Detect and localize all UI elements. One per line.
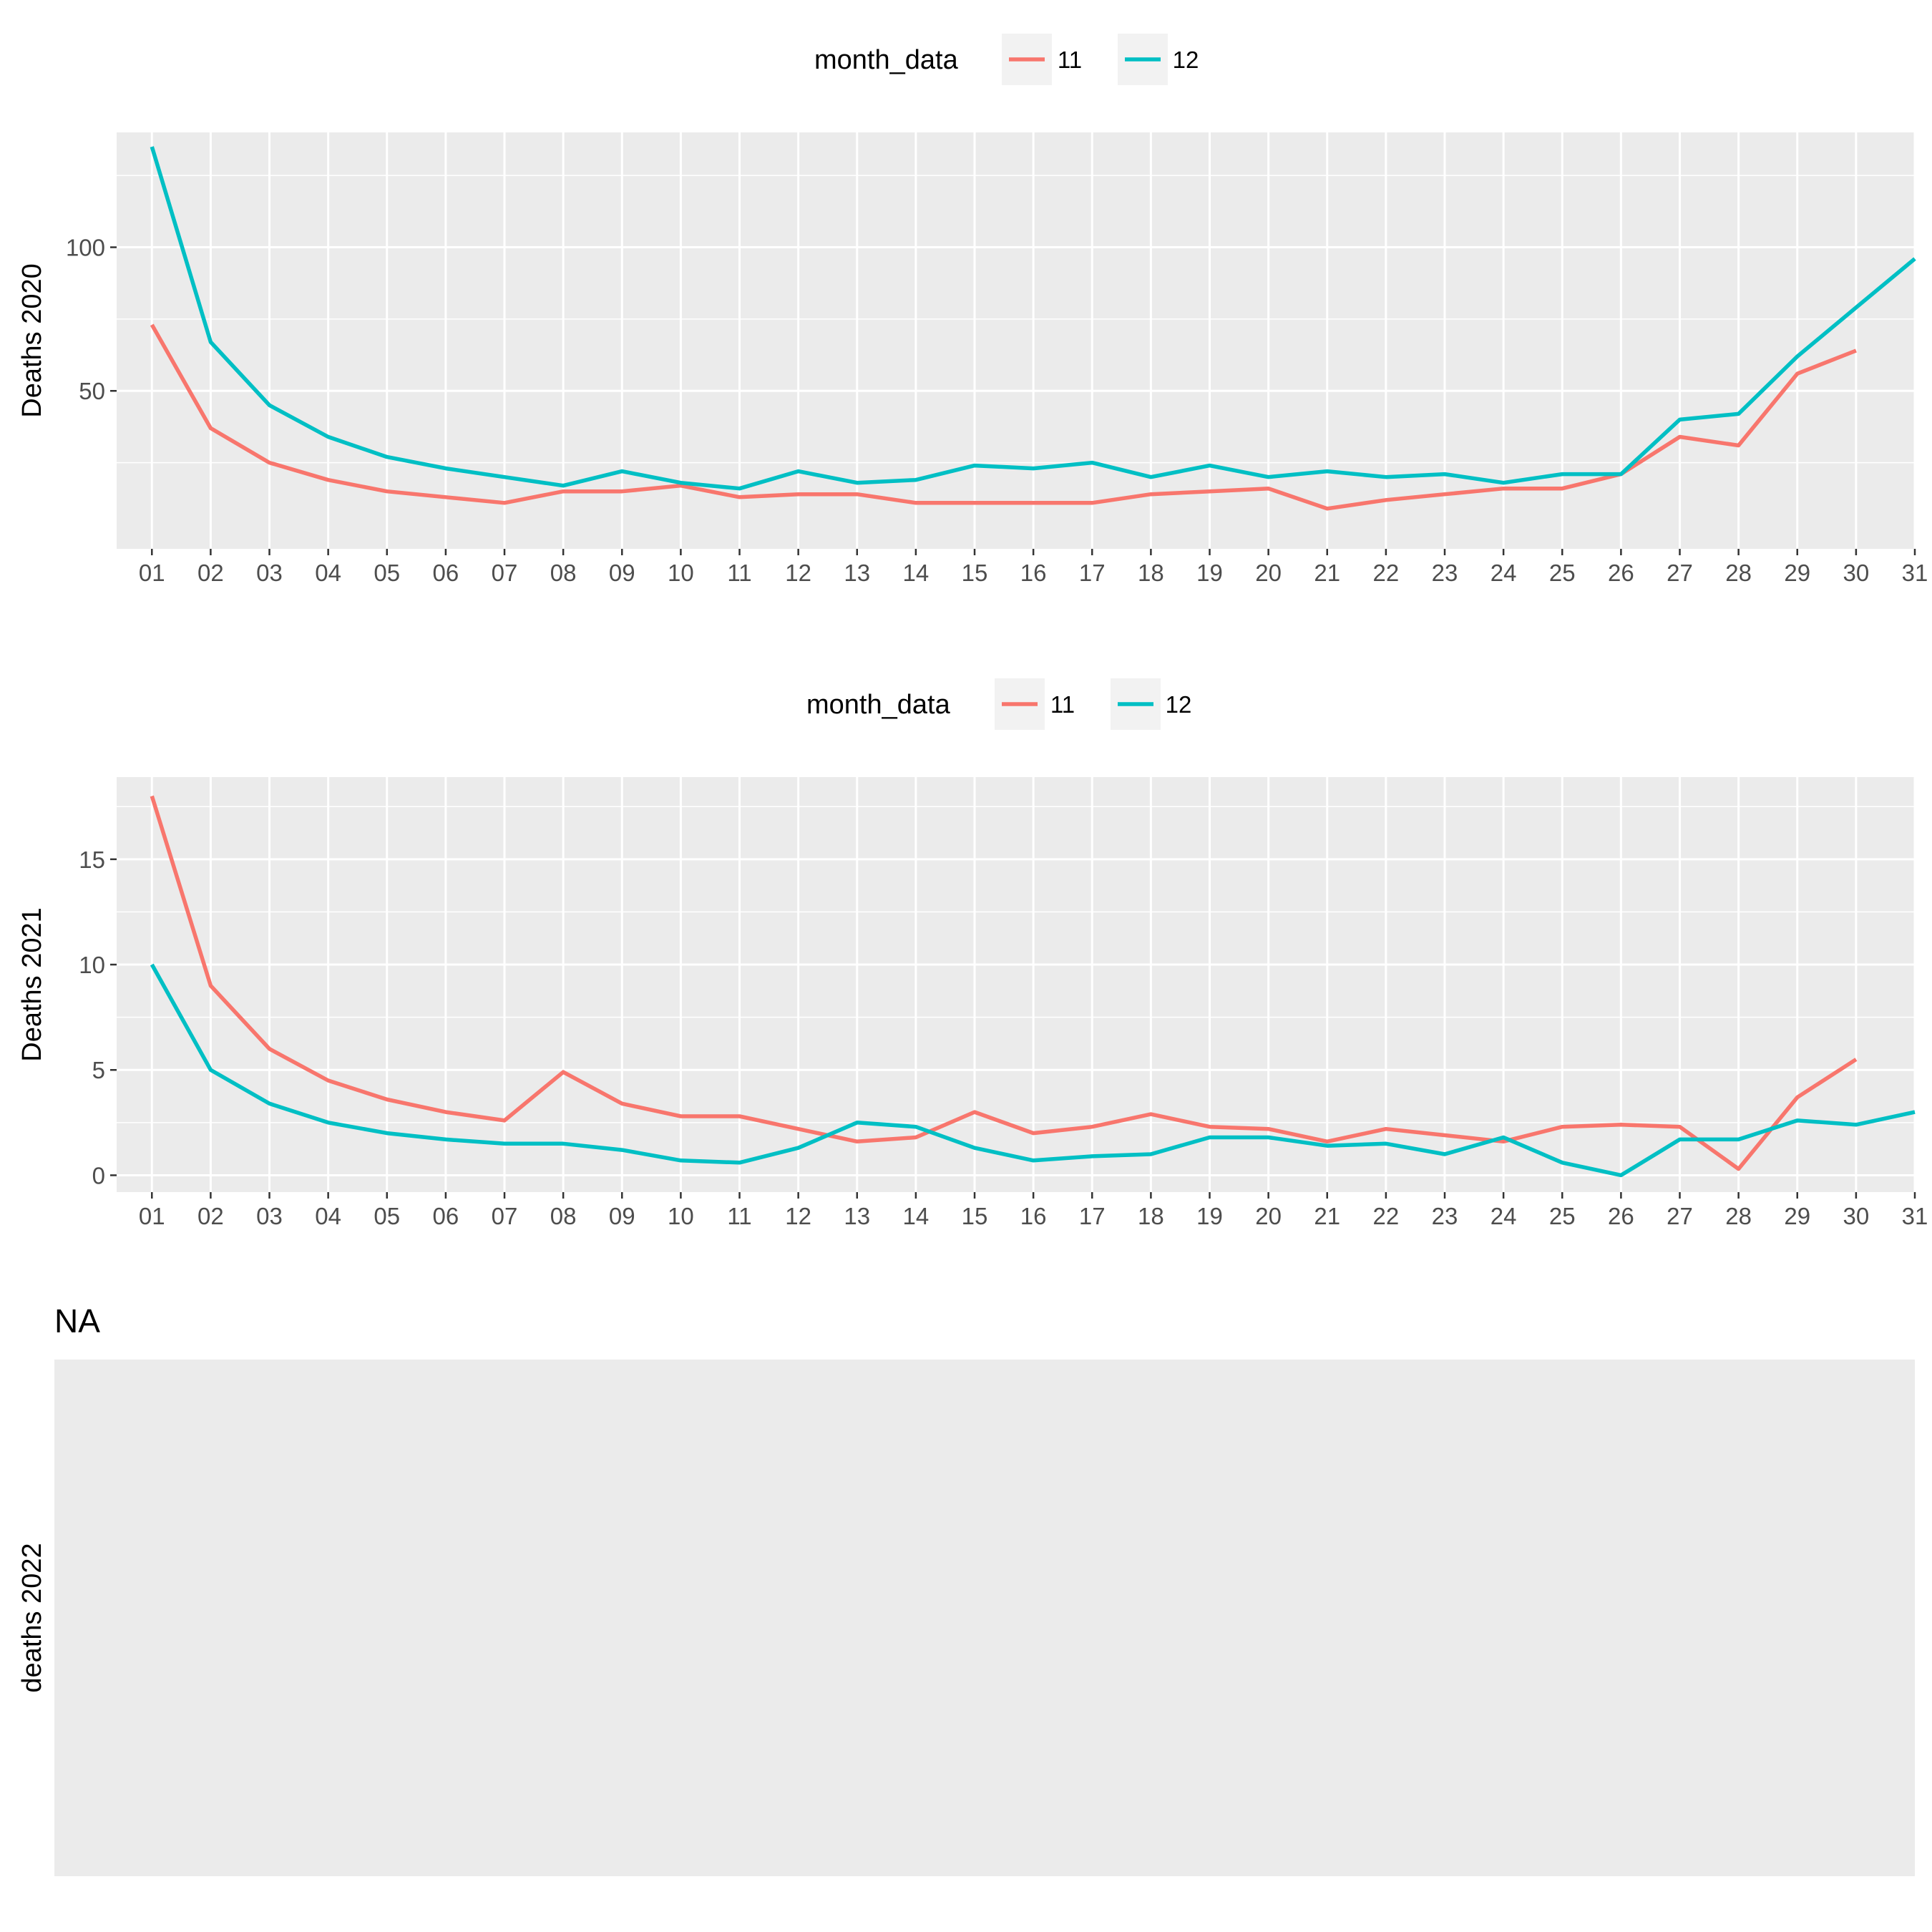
x-tick-label: 24 xyxy=(1491,560,1517,586)
y-axis-ticks-2020: 50 100 xyxy=(66,235,117,404)
y-tick-label: 5 xyxy=(92,1057,105,1083)
x-tick-label: 10 xyxy=(668,560,694,586)
x-tick-label: 08 xyxy=(550,560,577,586)
x-tick-label: 15 xyxy=(962,1203,988,1229)
legend-label-11: 11 xyxy=(1050,691,1075,718)
x-tick-label: 10 xyxy=(668,1203,694,1229)
series-line-12 xyxy=(150,146,1916,491)
x-tick-label: 11 xyxy=(727,1203,751,1229)
x-tick-label: 28 xyxy=(1725,1203,1752,1229)
x-tick-label: 31 xyxy=(1902,1203,1928,1229)
series-line-12 xyxy=(150,963,1916,1178)
x-tick-label: 22 xyxy=(1373,1203,1400,1229)
x-tick-label: 04 xyxy=(315,560,341,586)
x-tick-label: 29 xyxy=(1784,1203,1810,1229)
x-tick-label: 03 xyxy=(256,560,283,586)
x-tick-label: 25 xyxy=(1549,1203,1576,1229)
x-tick-label: 08 xyxy=(550,1203,577,1229)
x-tick-label: 07 xyxy=(492,1203,518,1229)
x-tick-label: 09 xyxy=(609,1203,635,1229)
x-tick-label: 03 xyxy=(256,1203,283,1229)
x-tick-label: 23 xyxy=(1432,560,1458,586)
x-tick-label: 11 xyxy=(727,560,751,586)
plot-background-2020 xyxy=(117,132,1915,549)
x-tick-label: 26 xyxy=(1608,560,1634,586)
x-tick-label: 14 xyxy=(903,1203,930,1229)
x-tick-label: 22 xyxy=(1373,560,1400,586)
x-tick-label: 18 xyxy=(1138,1203,1164,1229)
chart-panel-2021: month_data 11 12 01 02 03 04 05 06 07 08 09 10 11 12 1… xyxy=(17,678,1928,1229)
x-tick-label: 27 xyxy=(1667,560,1693,586)
x-tick-label: 12 xyxy=(785,1203,811,1229)
x-tick-label: 19 xyxy=(1196,1203,1223,1229)
x-tick-label: 17 xyxy=(1079,1203,1106,1229)
x-tick-label: 20 xyxy=(1255,560,1282,586)
legend-label-11: 11 xyxy=(1058,47,1082,73)
x-tick-label: 13 xyxy=(844,1203,870,1229)
x-tick-label: 27 xyxy=(1667,1203,1693,1229)
x-tick-label: 14 xyxy=(903,560,930,586)
x-tick-label: 17 xyxy=(1079,560,1106,586)
y-tick-label: 10 xyxy=(79,952,105,978)
x-tick-label: 16 xyxy=(1020,1203,1047,1229)
x-tick-label: 30 xyxy=(1843,1203,1870,1229)
legend-title: month_data xyxy=(806,690,951,720)
x-tick-label: 05 xyxy=(374,1203,400,1229)
x-tick-label: 07 xyxy=(492,560,518,586)
x-tick-label: 12 xyxy=(785,560,811,586)
x-tick-label: 02 xyxy=(197,1203,224,1229)
x-tick-label: 21 xyxy=(1314,560,1340,586)
x-tick-label: 05 xyxy=(374,560,400,586)
x-tick-label: 18 xyxy=(1138,560,1164,586)
y-axis-title-2021: Deaths 2021 xyxy=(17,907,47,1062)
y-axis-title-2020: Deaths 2020 xyxy=(17,263,47,418)
series-line-11 xyxy=(150,795,1858,1171)
series-lines-2021 xyxy=(150,795,1916,1178)
x-axis-ticks-2020: 01 02 03 04 05 06 07 08 09 10 11 12 13 14 15 16 17 18 19 20… xyxy=(139,549,1928,586)
x-tick-label: 13 xyxy=(844,560,870,586)
x-tick-label: 26 xyxy=(1608,1203,1634,1229)
x-tick-label: 29 xyxy=(1784,560,1810,586)
legend-label-12: 12 xyxy=(1173,47,1199,73)
y-tick-label: 50 xyxy=(79,378,105,404)
x-tick-label: 23 xyxy=(1432,1203,1458,1229)
chart-panel-2022: NA deaths 2022 xyxy=(17,1302,1915,1876)
x-tick-label: 06 xyxy=(433,1203,459,1229)
x-tick-label: 25 xyxy=(1549,560,1576,586)
series-lines-2020 xyxy=(150,146,1916,511)
y-tick-label: 15 xyxy=(79,847,105,873)
panel-title-2022: NA xyxy=(54,1302,100,1340)
y-axis-title-2022: deaths 2022 xyxy=(17,1543,47,1692)
y-tick-label: 100 xyxy=(66,235,105,261)
x-tick-label: 30 xyxy=(1843,560,1870,586)
x-tick-label: 31 xyxy=(1902,560,1928,586)
series-line-11 xyxy=(150,323,1857,511)
x-tick-label: 02 xyxy=(197,560,224,586)
legend-label-12: 12 xyxy=(1166,691,1192,718)
y-axis-ticks-2021: 0 5 10 15 xyxy=(79,847,117,1189)
x-tick-label: 20 xyxy=(1255,1203,1282,1229)
x-tick-label: 24 xyxy=(1491,1203,1517,1229)
x-tick-label: 01 xyxy=(139,560,165,586)
grid-2021 xyxy=(117,777,1916,1192)
x-axis-ticks-2021: 01 02 03 04 05 06 07 08 09 10 11 12 13 14 15 16 17 18 19 20… xyxy=(139,1192,1928,1229)
plot-background-2022 xyxy=(54,1360,1915,1876)
x-tick-label: 15 xyxy=(962,560,988,586)
y-tick-label: 0 xyxy=(92,1162,105,1189)
x-tick-label: 04 xyxy=(315,1203,341,1229)
x-tick-label: 01 xyxy=(139,1203,165,1229)
x-tick-label: 21 xyxy=(1314,1203,1340,1229)
x-tick-label: 16 xyxy=(1020,560,1047,586)
x-tick-label: 19 xyxy=(1196,560,1223,586)
legend-2021: month_data 11 12 xyxy=(806,678,1191,730)
x-tick-label: 06 xyxy=(433,560,459,586)
chart-panel-2020: month_data 11 12 01 02 03 04 05 06 07 08 09 10 11 12 1… xyxy=(17,34,1928,586)
x-tick-label: 28 xyxy=(1725,560,1752,586)
legend-2020: month_data 11 12 xyxy=(814,34,1199,85)
x-tick-label: 09 xyxy=(609,560,635,586)
legend-title: month_data xyxy=(814,45,959,75)
